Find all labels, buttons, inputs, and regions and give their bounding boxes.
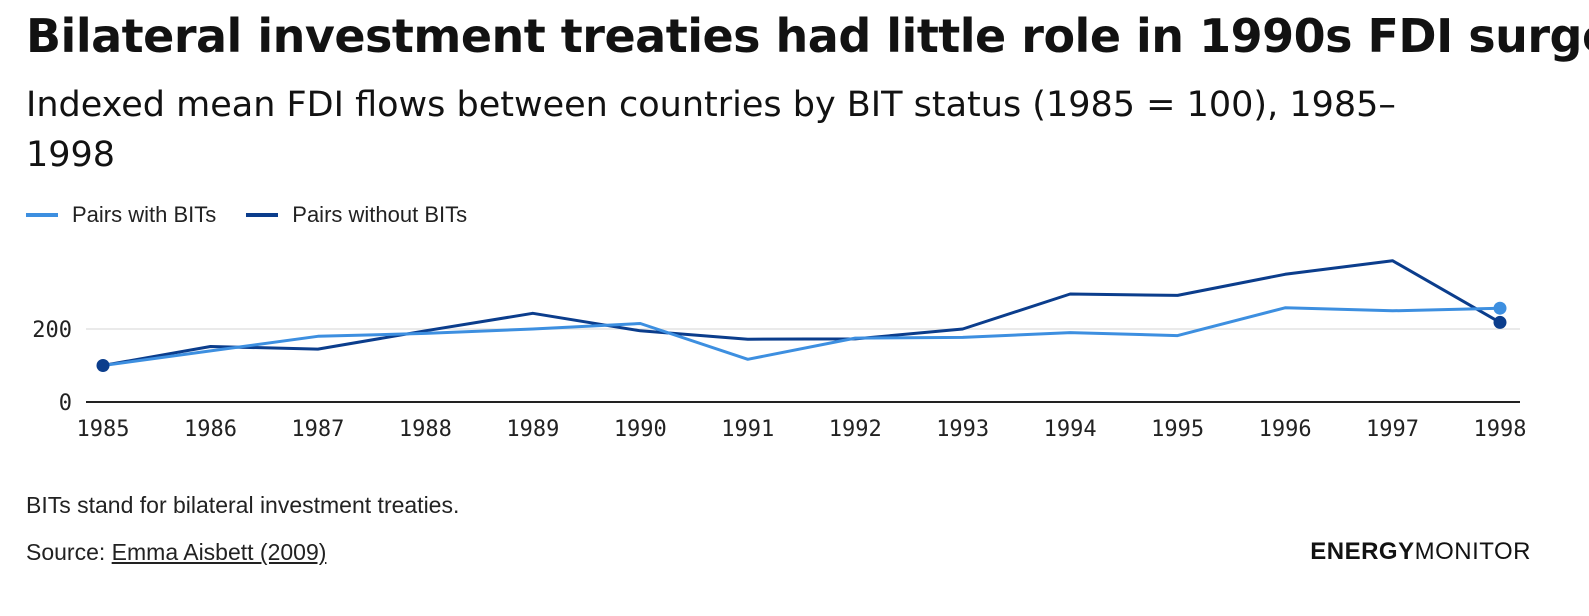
brand-monitor: MONITOR [1414,538,1531,565]
x-tick-label-1988: 1988 [399,417,452,442]
legend-label-with-bits: Pairs with BITs [72,202,217,227]
brand-energy: ENERGY [1310,538,1415,565]
start-marker [96,359,110,372]
legend: Pairs with BITs Pairs without BITs [26,200,467,230]
end-marker-with-bits [1493,301,1507,315]
x-tick-label-1993: 1993 [936,417,989,442]
x-tick-label-1985: 1985 [77,417,130,442]
legend-item-with-bits: Pairs with BITs [26,202,216,228]
source-link[interactable]: Emma Aisbett (2009) [111,539,327,565]
footnote: BITs stand for bilateral investment trea… [26,492,460,518]
end-marker-without-bits [1493,315,1507,329]
x-tick-label-1996: 1996 [1259,417,1312,442]
legend-label-without-bits: Pairs without BITs [292,202,468,227]
x-tick-label-1986: 1986 [184,417,237,442]
x-tick-label-1995: 1995 [1151,417,1204,442]
y-tick-label-200: 200 [32,318,72,343]
brand-logo: ENERGYMONITOR [1310,538,1531,566]
legend-swatch-with-bits [26,213,58,217]
source-prefix: Source: [26,539,112,565]
x-tick-label-1998: 1998 [1474,417,1527,442]
series-line-without-bits [102,259,1501,367]
chart-subtitle: Indexed mean FDI flows between countries… [26,85,1396,175]
x-tick-label-1991: 1991 [721,417,774,442]
source-line: Source: Emma Aisbett (2009) [26,539,326,566]
y-tick-label-0: 0 [59,391,72,416]
line-chart: 0 200 1985 1986 1987 1988 1989 1990 1991 1992 1993… [32,259,1527,442]
x-tick-label-1994: 1994 [1044,417,1097,442]
legend-item-without-bits: Pairs without BITs [246,202,467,228]
x-tick-label-1997: 1997 [1366,417,1419,442]
x-tick-label-1989: 1989 [506,417,559,442]
x-tick-label-1992: 1992 [829,417,882,442]
x-tick-label-1990: 1990 [614,417,667,442]
chart-title: Bilateral investment treaties had little… [26,9,1589,63]
x-tick-label-1987: 1987 [291,417,344,442]
series-line-with-bits [102,306,1501,367]
legend-swatch-without-bits [246,213,279,217]
